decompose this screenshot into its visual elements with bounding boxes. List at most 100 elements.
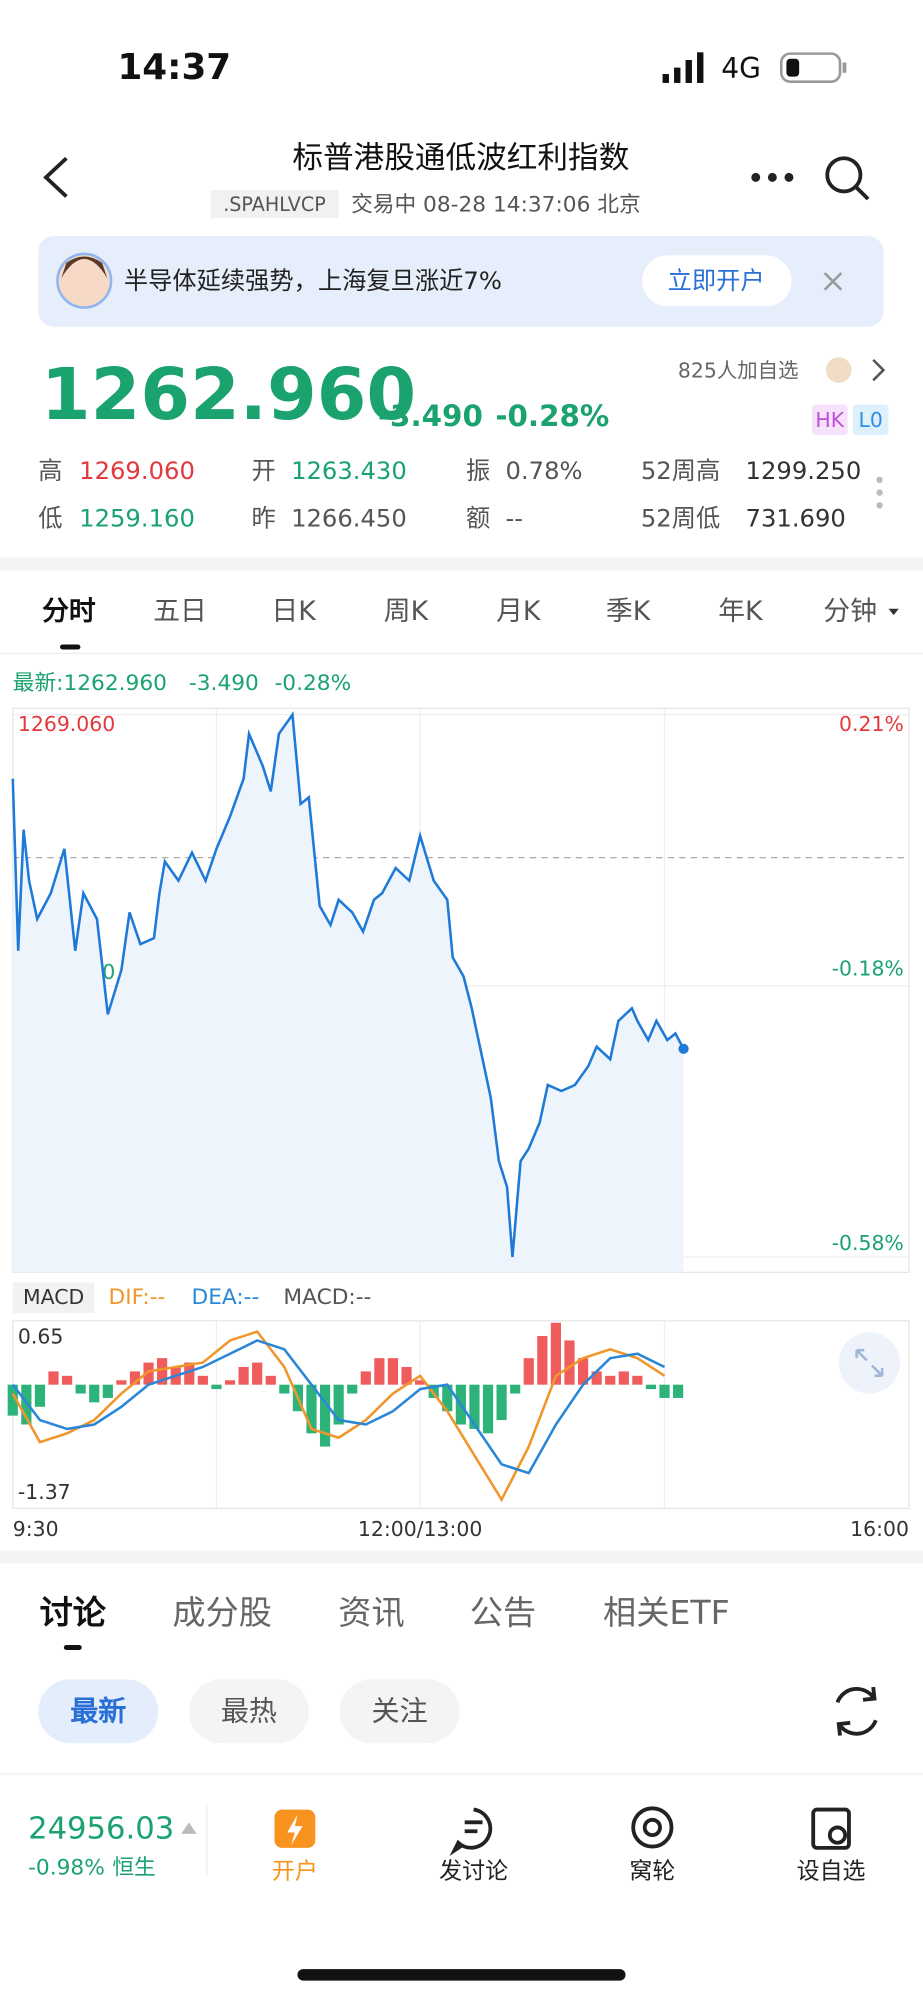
- bottom-tab[interactable]: 资讯: [338, 1593, 404, 1632]
- nav-label[interactable]: 发讨论: [439, 1859, 508, 1885]
- banner-text: 半导体延续强势，上海复旦涨近7%: [124, 266, 502, 295]
- stat-label: 昨: [251, 503, 275, 532]
- close-banner[interactable]: [823, 272, 843, 291]
- latest-pct: -0.28%: [274, 671, 351, 696]
- watchers-arrow[interactable]: [872, 358, 886, 382]
- more-button[interactable]: [751, 172, 794, 182]
- macd-bar: [605, 1375, 616, 1385]
- stat-value: 731.690: [746, 503, 846, 532]
- macd-bar: [184, 1362, 195, 1385]
- stat-value: 1266.450: [291, 503, 407, 532]
- latest-label: 最新:1262.960: [13, 671, 167, 696]
- macd-bar: [89, 1384, 100, 1403]
- change-pct: -0.28%: [495, 399, 609, 433]
- bottom-tab[interactable]: 讨论: [40, 1593, 107, 1632]
- bottom-tab[interactable]: 相关ETF: [603, 1593, 730, 1632]
- macd-bar: [7, 1384, 18, 1416]
- stat-value: 1299.250: [746, 456, 862, 485]
- macd-bar: [102, 1384, 113, 1398]
- index-value: 24956.03: [28, 1811, 174, 1846]
- separator: [0, 557, 923, 571]
- macd-bar: [537, 1336, 548, 1385]
- macd-bar: [279, 1384, 290, 1394]
- macd-bar: [197, 1375, 208, 1385]
- macd-bar: [659, 1384, 670, 1398]
- network: 4G: [721, 52, 761, 85]
- macd-bar: [75, 1384, 86, 1394]
- nav-label[interactable]: 窝轮: [629, 1859, 675, 1885]
- macd-bar: [482, 1384, 494, 1434]
- filter-pill[interactable]: [339, 1679, 460, 1744]
- tab[interactable]: 分时: [42, 596, 96, 627]
- macd-bar: [374, 1358, 385, 1385]
- bottom-tab[interactable]: 公告: [470, 1593, 536, 1632]
- filter-pill[interactable]: [38, 1679, 159, 1744]
- latest-dot: [678, 1043, 689, 1054]
- stat-label: 高: [38, 456, 62, 485]
- expand-button[interactable]: [838, 1332, 901, 1394]
- code-box: [210, 190, 339, 219]
- open-button-text: 立即开户: [668, 266, 765, 295]
- watcher-avatar: [825, 357, 852, 383]
- macd-bar: [306, 1384, 317, 1434]
- price-line: [11, 711, 685, 1258]
- tag: L0: [858, 408, 882, 432]
- tab[interactable]: 月K: [496, 596, 542, 627]
- nav-label[interactable]: 开户: [272, 1859, 318, 1885]
- open-button[interactable]: [642, 255, 792, 307]
- macd-bar: [469, 1384, 480, 1429]
- filter-label: 最新: [70, 1695, 126, 1728]
- bottom-tab-indicator: [63, 1644, 82, 1651]
- tab[interactable]: 季K: [606, 596, 652, 627]
- filter-pill[interactable]: [188, 1679, 309, 1744]
- macd-bar: [401, 1366, 412, 1385]
- filter-label: 关注: [372, 1695, 428, 1728]
- bottom-tab[interactable]: 成分股: [172, 1593, 272, 1632]
- index-arrow: [181, 1822, 197, 1834]
- stat-label: 52周低: [641, 503, 720, 532]
- macd-bar: [252, 1362, 263, 1385]
- tab[interactable]: 分钟: [823, 596, 877, 627]
- macd-bar: [34, 1384, 46, 1407]
- tag-bg: [811, 404, 848, 436]
- macd-bar: [21, 1384, 32, 1425]
- tab[interactable]: 周K: [384, 596, 430, 627]
- back-button[interactable]: [43, 156, 68, 198]
- stat-label: 额: [466, 503, 490, 532]
- code: .SPAHLVCP: [223, 193, 326, 216]
- macd-title: MACD: [23, 1285, 84, 1309]
- tab[interactable]: 日K: [271, 596, 317, 627]
- x-tick-label: 16:00: [850, 1517, 909, 1541]
- stat-label: 开: [251, 456, 275, 485]
- legend-entry: DEA:--: [191, 1285, 259, 1310]
- trade-status: 交易中 08-28 14:37:06 北京: [351, 192, 641, 217]
- macd-bar: [116, 1380, 127, 1385]
- latest-change: -3.490: [189, 671, 259, 696]
- nav-label[interactable]: 设自选: [797, 1859, 866, 1885]
- nav-warrant-icon: [631, 1806, 674, 1849]
- search-button[interactable]: [825, 156, 870, 201]
- stat-label: 低: [38, 503, 62, 532]
- macd-bar: [333, 1384, 344, 1425]
- macd-bar: [510, 1384, 521, 1394]
- macd-bar: [577, 1358, 589, 1385]
- macd-line: [11, 1330, 666, 1503]
- macd-bar: [591, 1371, 602, 1385]
- macd-bar: [618, 1371, 629, 1385]
- stats-more[interactable]: [876, 476, 883, 509]
- avatar: [56, 252, 113, 309]
- change: -3.490: [378, 399, 483, 433]
- index-change: -0.98%: [28, 1855, 105, 1880]
- macd-bar: [48, 1371, 59, 1385]
- tab[interactable]: 五日: [153, 596, 207, 627]
- refresh-button[interactable]: [835, 1686, 878, 1736]
- macd-bar: [265, 1375, 276, 1385]
- macd-bar: [550, 1322, 562, 1385]
- y2-tick-label: -0.58%: [832, 1231, 904, 1255]
- tab[interactable]: 年K: [718, 596, 764, 627]
- price: 1262.960: [41, 353, 416, 436]
- macd-bar: [157, 1358, 168, 1385]
- signal-icon: [662, 52, 704, 83]
- tab-indicator: [60, 644, 81, 650]
